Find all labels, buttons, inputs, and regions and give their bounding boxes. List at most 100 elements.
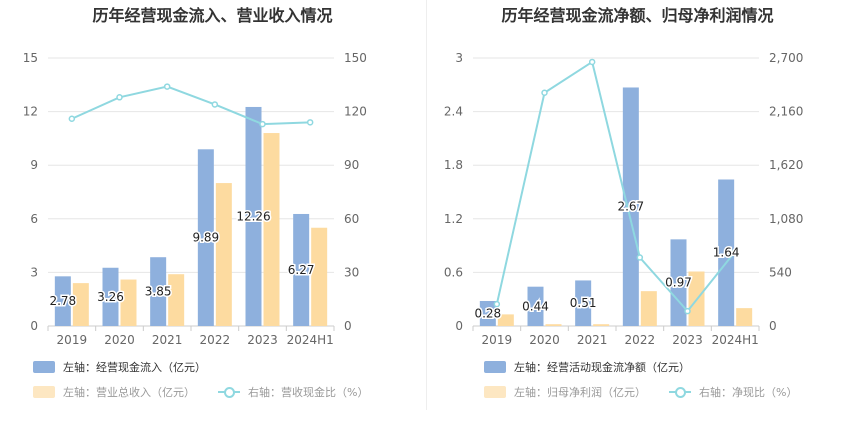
bar-data-label: 0.44 [522,299,549,313]
x-axis-tick-label: 2024H1 [287,333,334,347]
legend-item-ratio[interactable]: 右轴：营收现金比（%） [218,384,368,400]
x-axis-tick-label: 2021 [152,333,183,347]
chart-title-right: 历年经营现金流净额、归母净利润情况 [501,6,774,25]
panel-divider [426,0,427,410]
left-axis-tick-label: 0.6 [444,265,463,279]
right-axis-tick-label: 0 [769,319,777,333]
right-axis-tick-label: 60 [344,212,359,226]
legend-label: 右轴：净现比（%） [699,386,798,399]
right-axis-tick-label: 1,080 [769,212,803,226]
bar-data-label: 6.27 [288,263,315,277]
bar-series-2 [215,183,232,326]
x-axis-tick-label: 2020 [529,333,560,347]
bar-data-label: 2.78 [49,294,76,308]
chart-right: 0 0.6 1.2 1.8 2.4 3 0 540 1,080 1,620 2,160 2,700 20… [444,51,803,347]
bar-data-label: 12.26 [236,209,270,223]
chart-title-left: 历年经营现金流入、营业收入情况 [92,6,333,25]
line-point [636,254,644,261]
left-axis-tick-label: 15 [23,51,38,65]
left-axis-tick-label: 12 [23,105,38,119]
x-axis-tick-label: 2020 [104,333,135,347]
bar-series-2 [640,291,657,326]
line-series [71,85,311,126]
left-axis-tick-label: 3 [455,51,463,65]
left-axis-tick-label: 9 [30,158,38,172]
legend-label: 右轴：营收现金比（%） [248,386,369,399]
bar-series-1 [102,267,119,326]
bar-series-1 [622,87,639,326]
bar-series-2 [497,314,514,326]
x-axis-tick-label: 2021 [577,333,608,347]
legend-item-net-cash-flow[interactable]: 左轴：经营活动现金流净额（亿元） [484,359,690,375]
right-axis-tick-label: 30 [344,265,359,279]
legend-item-net-profit[interactable]: 左轴：归母净利润（亿元） [484,384,646,400]
x-axis-tick-label: 2022 [200,333,231,347]
bar-data-label: 0.28 [474,306,501,320]
legend-item-net-cash-ratio[interactable]: 右轴：净现比（%） [669,384,797,400]
bar-series-1 [575,280,592,326]
bar-data-label: 1.64 [713,246,740,260]
right-axis-tick-label: 90 [344,158,359,172]
bar-series-1 [150,257,167,326]
line-point [116,94,123,101]
line-point [684,307,691,315]
line-point [68,115,76,122]
line-point [493,300,501,308]
line-point [588,58,596,66]
right-axis-tick-label: 2,700 [769,51,803,65]
x-axis-tick-label: 2023 [247,333,278,347]
right-axis-tick-label: 1,620 [769,158,803,172]
legend-swatch-bar-yellow [484,386,506,398]
x-axis-tick-label: 2023 [672,333,703,347]
bar-series-2 [545,324,562,326]
bar-series-1 [479,300,496,326]
bar-series-2 [168,274,185,326]
legend-swatch-bar-blue [484,361,506,373]
bar-series-1 [197,149,214,326]
legend-label: 左轴：经营活动现金流净额（亿元） [514,361,690,374]
left-axis-tick-label: 2.4 [444,105,463,119]
line-point [211,101,219,108]
bar-data-label: 3.26 [97,290,124,304]
line-point [731,248,739,255]
bar-data-label: 0.97 [665,276,692,290]
x-axis-tick-label: 2019 [57,333,88,347]
right-axis-tick-label: 120 [344,105,367,119]
bar-series-1 [527,286,544,326]
bar-series-1 [245,106,262,326]
line-point [259,120,266,128]
left-axis-tick-label: 0 [455,319,463,333]
bar-data-label: 2.67 [617,200,644,214]
x-axis-tick-label: 2022 [625,333,656,347]
legend-label: 左轴：归母净利润（亿元） [514,386,646,399]
x-axis-tick-label: 2024H1 [712,333,759,347]
right-axis-tick-label: 150 [344,51,367,65]
left-axis-tick-label: 6 [30,212,38,226]
right-axis-tick-label: 0 [344,319,352,333]
legend-swatch-line [669,386,691,398]
legend-item-cash-inflow[interactable]: 左轴：经营现金流入（亿元） [33,359,206,375]
bar-series-2 [311,227,328,326]
legend-swatch-line [218,386,240,398]
legend-item-revenue[interactable]: 左轴：营业总收入（亿元） [33,384,195,400]
bar-data-label: 9.89 [192,231,219,245]
left-axis-tick-label: 1.8 [444,158,463,172]
left-axis-tick-label: 0 [30,319,38,333]
bar-series-2 [263,133,280,326]
bar-series-1 [293,213,310,326]
legend-label: 左轴：营业总收入（亿元） [63,386,195,399]
right-axis-tick-label: 2,160 [769,105,803,119]
right-axis-tick-label: 540 [769,265,792,279]
bar-data-label: 0.51 [570,296,597,310]
bar-data-label: 3.85 [145,285,172,299]
line-point [541,89,548,96]
bar-series-2 [72,283,89,326]
left-axis-tick-label: 1.2 [444,212,463,226]
bar-series-2 [120,279,137,326]
bar-series-2 [736,308,753,326]
legend-swatch-bar-yellow [33,386,55,398]
legend-label: 左轴：经营现金流入（亿元） [63,361,206,374]
line-series [495,60,736,313]
